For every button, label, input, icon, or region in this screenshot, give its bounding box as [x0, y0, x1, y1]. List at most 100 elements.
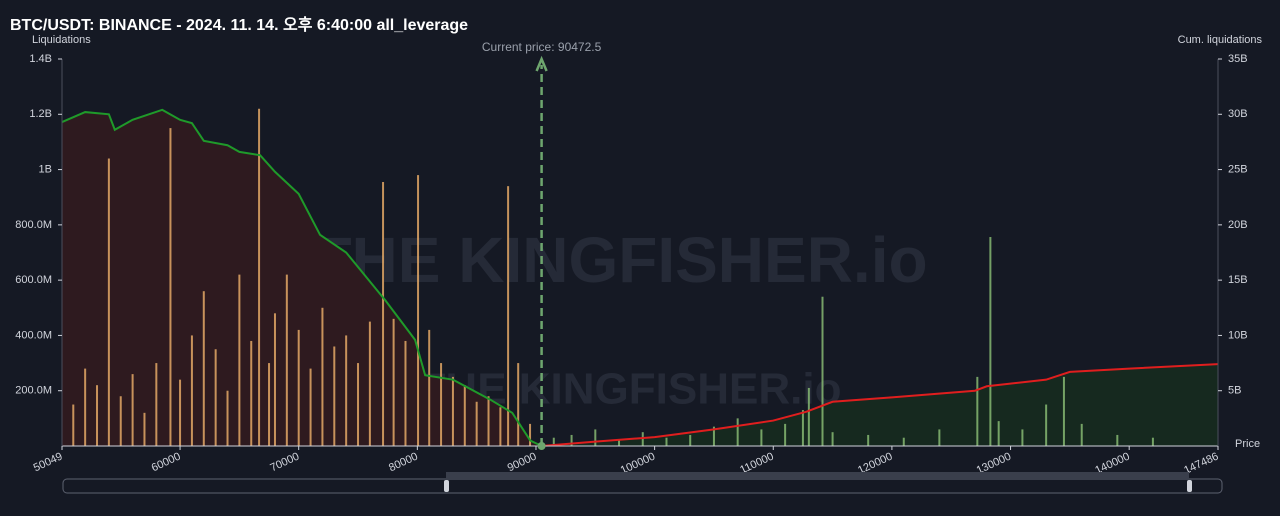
bar: [1151, 437, 1154, 446]
y2-tick-label: 25B: [1228, 163, 1248, 175]
bar: [463, 385, 466, 446]
bar: [976, 376, 979, 446]
y2-tick-label: 15B: [1228, 274, 1248, 286]
bar: [250, 340, 253, 446]
bar: [989, 237, 992, 446]
scrollbar-thumb[interactable]: [446, 472, 1189, 480]
bar: [784, 423, 787, 446]
bar: [1080, 423, 1083, 446]
bar: [404, 340, 407, 446]
y-tick-label: 200.0M: [15, 385, 52, 397]
y2-tick-label: 10B: [1228, 329, 1248, 341]
bar: [392, 318, 395, 446]
bar: [309, 368, 312, 446]
bar: [831, 432, 834, 446]
bar: [807, 387, 810, 446]
bars: [72, 108, 1154, 446]
bar: [357, 363, 360, 446]
bar: [84, 368, 87, 446]
bar: [72, 404, 75, 446]
bar: [1021, 429, 1024, 446]
bar: [902, 437, 905, 446]
bar: [285, 274, 288, 446]
bar: [258, 108, 261, 446]
watermark: THE KINGFISHER.io: [312, 224, 927, 296]
bar: [273, 313, 276, 446]
scroll-handle[interactable]: [444, 480, 449, 492]
bar: [202, 291, 205, 446]
bar: [487, 396, 490, 446]
cum-area: [62, 109, 542, 446]
bar: [1045, 404, 1048, 446]
y-tick-label: 600.0M: [15, 274, 52, 286]
bar: [107, 158, 110, 446]
bar: [801, 410, 804, 446]
areas: [62, 109, 1218, 446]
bar: [333, 346, 336, 446]
cum-area: [541, 364, 1218, 446]
bar: [96, 385, 99, 446]
bar: [1116, 434, 1119, 446]
bar: [821, 296, 824, 446]
bar: [689, 434, 692, 446]
y-tick-label: 1.2B: [29, 108, 52, 120]
bar: [570, 434, 573, 446]
y2-tick-label: 35B: [1228, 53, 1248, 65]
bar: [428, 329, 431, 446]
y-tick-label: 1.4B: [29, 53, 52, 65]
bar: [368, 321, 371, 446]
cum-line: [541, 363, 1219, 447]
y-tick-label: 400.0M: [15, 329, 52, 341]
arrow-head: [535, 55, 548, 72]
bar: [1062, 376, 1065, 446]
bar: [268, 363, 271, 446]
bar: [297, 329, 300, 446]
bar: [345, 335, 348, 446]
bar: [475, 401, 478, 446]
bar: [214, 349, 217, 446]
y-tick-label: 1B: [39, 163, 52, 175]
bar: [517, 363, 520, 446]
bar: [760, 429, 763, 446]
bar: [417, 175, 420, 446]
y2-tick-label: 5B: [1228, 385, 1241, 397]
bar: [641, 432, 644, 446]
bar: [451, 376, 454, 446]
bar: [507, 186, 510, 446]
y-tick-label: 800.0M: [15, 219, 52, 231]
bar: [238, 274, 241, 446]
chart-title: BTC/USDT: BINANCE - 2024. 11. 14. 오후 6:4…: [10, 15, 468, 34]
bar: [736, 418, 739, 446]
bar: [321, 307, 324, 446]
bar: [119, 396, 122, 446]
bar: [169, 128, 172, 446]
bar: [938, 429, 941, 446]
y2-axis-label: Cum. liquidations: [1178, 34, 1263, 46]
bar: [712, 426, 715, 446]
cum-line: [61, 108, 543, 447]
bar: [594, 429, 597, 446]
current-price-dot: [537, 442, 546, 450]
bar: [665, 437, 668, 446]
bar: [131, 374, 134, 446]
bar: [529, 423, 532, 446]
annotation: Current price: 90472.5: [482, 40, 602, 54]
bar: [143, 412, 146, 446]
bar: [618, 439, 621, 446]
bar: [190, 335, 193, 446]
bar: [179, 379, 182, 446]
bar: [382, 182, 385, 446]
bar: [499, 407, 502, 446]
y2-tick-label: 20B: [1228, 219, 1248, 231]
y-axis-label: Liquidations: [32, 34, 91, 46]
bar: [552, 437, 555, 446]
x-axis-label: Price: [1235, 438, 1260, 450]
bar: [867, 434, 870, 446]
scroll-handle[interactable]: [1187, 480, 1192, 492]
y2-tick-label: 30B: [1228, 108, 1248, 120]
bar: [440, 363, 443, 446]
bar: [997, 421, 1000, 446]
bar: [155, 363, 158, 446]
bar: [226, 390, 229, 446]
